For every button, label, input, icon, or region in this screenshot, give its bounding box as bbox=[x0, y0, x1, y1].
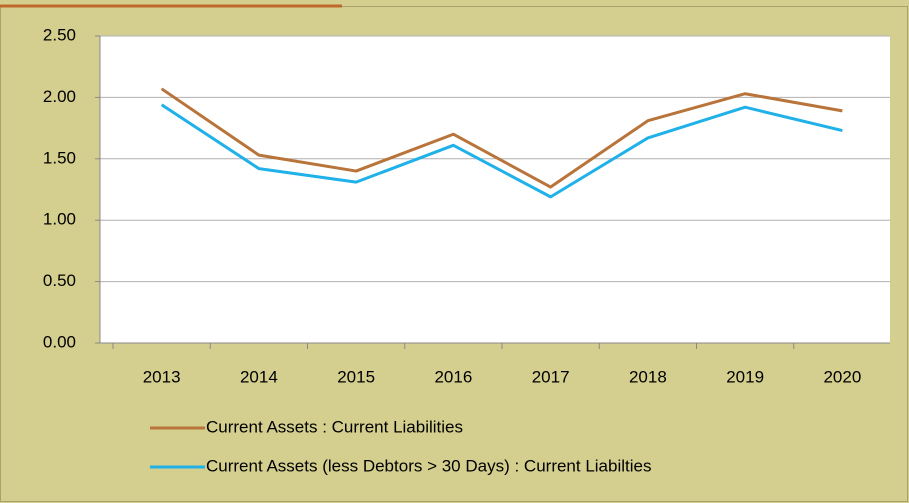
x-tick-label: 2016 bbox=[434, 367, 472, 386]
y-tick-label: 2.50 bbox=[43, 25, 76, 44]
x-tick-label: 2013 bbox=[143, 367, 181, 386]
x-tick-label: 2019 bbox=[726, 367, 764, 386]
legend-label: Current Assets (less Debtors > 30 Days) … bbox=[206, 456, 651, 475]
y-tick-label: 0.00 bbox=[43, 332, 76, 351]
x-tick-label: 2017 bbox=[532, 367, 570, 386]
x-tick-label: 2015 bbox=[337, 367, 375, 386]
x-tick-label: 2014 bbox=[240, 367, 278, 386]
x-tick-label: 2020 bbox=[823, 367, 861, 386]
series-line bbox=[160, 87, 843, 189]
y-tick-label: 0.50 bbox=[43, 271, 76, 290]
x-tick-label: 2018 bbox=[629, 367, 667, 386]
y-tick-label: 2.00 bbox=[43, 87, 76, 106]
series-line bbox=[160, 103, 843, 199]
chart-border bbox=[0, 6, 908, 502]
y-tick-label: 1.50 bbox=[43, 148, 76, 167]
y-tick-label: 1.00 bbox=[43, 210, 76, 229]
plot-area bbox=[100, 36, 890, 343]
legend-label: Current Assets : Current Liabilities bbox=[206, 417, 463, 436]
